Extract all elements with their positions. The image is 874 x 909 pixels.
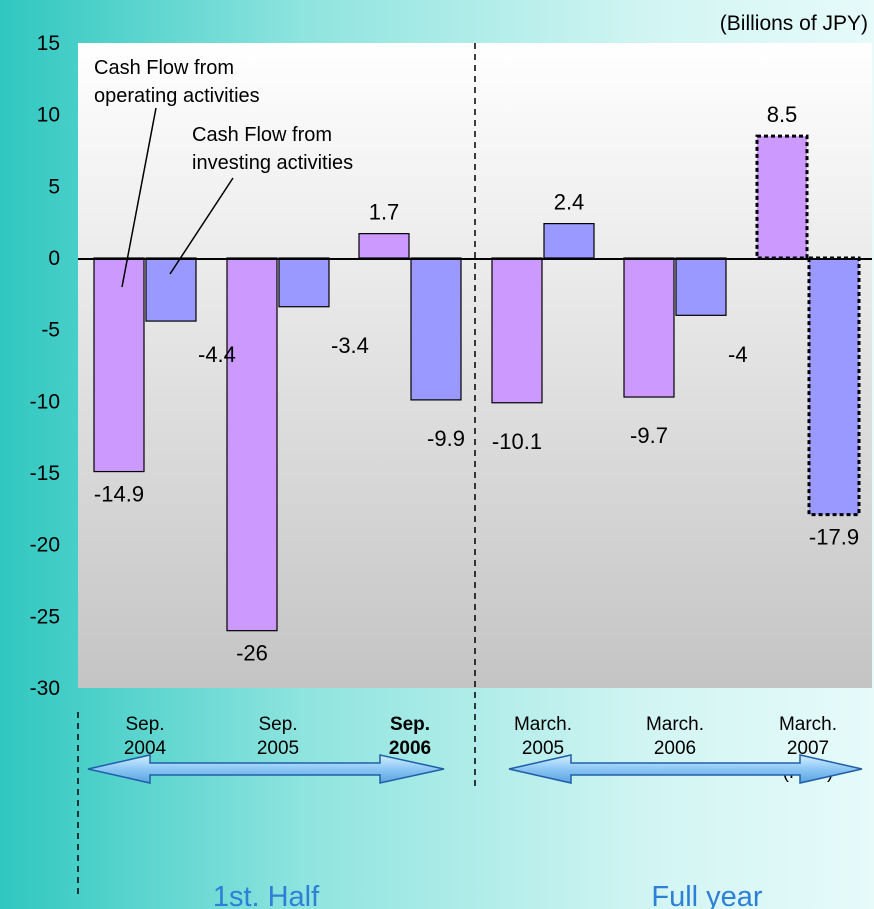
bar-value-labels: -14.9 -26 1.7 -10.1 -9.7 8.5 -4.4 -3.4 -9.9 2.4 -4… xyxy=(94,102,859,666)
x-category-label-line: Sep. xyxy=(125,714,164,735)
series-label-investing-line-2: investing activities xyxy=(192,152,353,174)
full-year-double-arrow xyxy=(508,754,863,784)
group-label-full-year: Full year xyxy=(651,881,763,909)
x-category-label-line: 2005 xyxy=(522,738,564,759)
x-category-label-line: 2006 xyxy=(654,738,696,759)
x-category-label-line: March. xyxy=(779,714,837,735)
operating-cf-bar xyxy=(226,257,278,632)
investing-cf-bar xyxy=(675,257,727,316)
y-tick-label: 10 xyxy=(37,104,60,127)
y-tick-label: -20 xyxy=(30,534,60,557)
operating-cf-value-label: -14.9 xyxy=(94,482,144,507)
operating-cf-bar xyxy=(358,233,410,259)
series-label-investing: Cash Flow from investing activities xyxy=(192,124,353,174)
series-label-operating: Cash Flow from operating activities xyxy=(94,57,260,107)
y-tick-label: 5 xyxy=(48,175,60,198)
operating-cf-value-label: -9.7 xyxy=(630,423,668,448)
operating-cf-bar xyxy=(755,134,809,260)
x-category-label-line: March. xyxy=(514,714,572,735)
operating-cf-bar xyxy=(491,257,543,404)
operating-cf-value-label: -26 xyxy=(236,641,268,666)
unit-label: (Billions of JPY) xyxy=(720,12,868,35)
group-label-first-half: 1st. Half xyxy=(213,881,320,909)
y-tick-label: 0 xyxy=(48,247,60,270)
investing-cf-value-label: -4 xyxy=(728,342,748,367)
investing-cf-bar xyxy=(278,257,330,308)
investing-cf-value-label: 2.4 xyxy=(554,190,585,215)
investing-leader-line xyxy=(169,177,234,275)
investing-cf-value-label: -3.4 xyxy=(331,333,369,358)
x-category-label-line: 2007 xyxy=(787,738,829,759)
x-category-label-line: 2006 xyxy=(389,738,431,759)
y-tick-label: -30 xyxy=(30,677,60,700)
series-label-operating-line-2: operating activities xyxy=(94,85,260,107)
x-category-label: March. 2006 xyxy=(646,714,704,759)
operating-cf-value-label: -10.1 xyxy=(492,429,542,454)
x-category-label-line: 2005 xyxy=(257,738,299,759)
y-tick-label: -10 xyxy=(30,390,60,413)
series-label-investing-line-1: Cash Flow from xyxy=(192,124,332,146)
investing-cf-bar xyxy=(807,256,861,517)
investing-cf-bar xyxy=(410,257,462,401)
series-label-operating-line-1: Cash Flow from xyxy=(94,57,234,79)
y-axis-tick-labels: 15 10 5 0 -5 -10 -15 -20 -25 -30 xyxy=(30,32,60,700)
x-category-label: Sep. 2004 xyxy=(124,714,167,759)
x-category-label: Sep. 2006 xyxy=(389,714,431,759)
operating-leader-line xyxy=(121,107,157,288)
y-tick-label: -25 xyxy=(30,605,60,628)
investing-cf-bar xyxy=(145,257,197,322)
investing-cf-bar xyxy=(543,223,595,259)
investing-cf-value-label: -17.9 xyxy=(809,525,859,550)
operating-cf-value-label: 8.5 xyxy=(767,102,798,127)
y-tick-label: 15 xyxy=(37,32,60,55)
x-category-label: Sep. 2005 xyxy=(257,714,299,759)
operating-cf-bar xyxy=(93,257,145,473)
x-category-label-line: Sep. xyxy=(258,714,297,735)
operating-cf-bar xyxy=(623,257,675,398)
x-category-label: March. 2005 xyxy=(514,714,572,759)
bars xyxy=(93,134,861,632)
x-category-label-line: 2004 xyxy=(124,738,167,759)
y-tick-label: -15 xyxy=(30,462,60,485)
investing-cf-value-label: -9.9 xyxy=(427,426,465,451)
operating-cf-value-label: 1.7 xyxy=(369,200,400,225)
x-category-label-line: March. xyxy=(646,714,704,735)
investing-cf-value-label: -4.4 xyxy=(198,342,236,367)
y-tick-label: -5 xyxy=(41,319,60,342)
first-half-double-arrow xyxy=(87,754,445,784)
x-category-label-line: Sep. xyxy=(390,714,430,735)
